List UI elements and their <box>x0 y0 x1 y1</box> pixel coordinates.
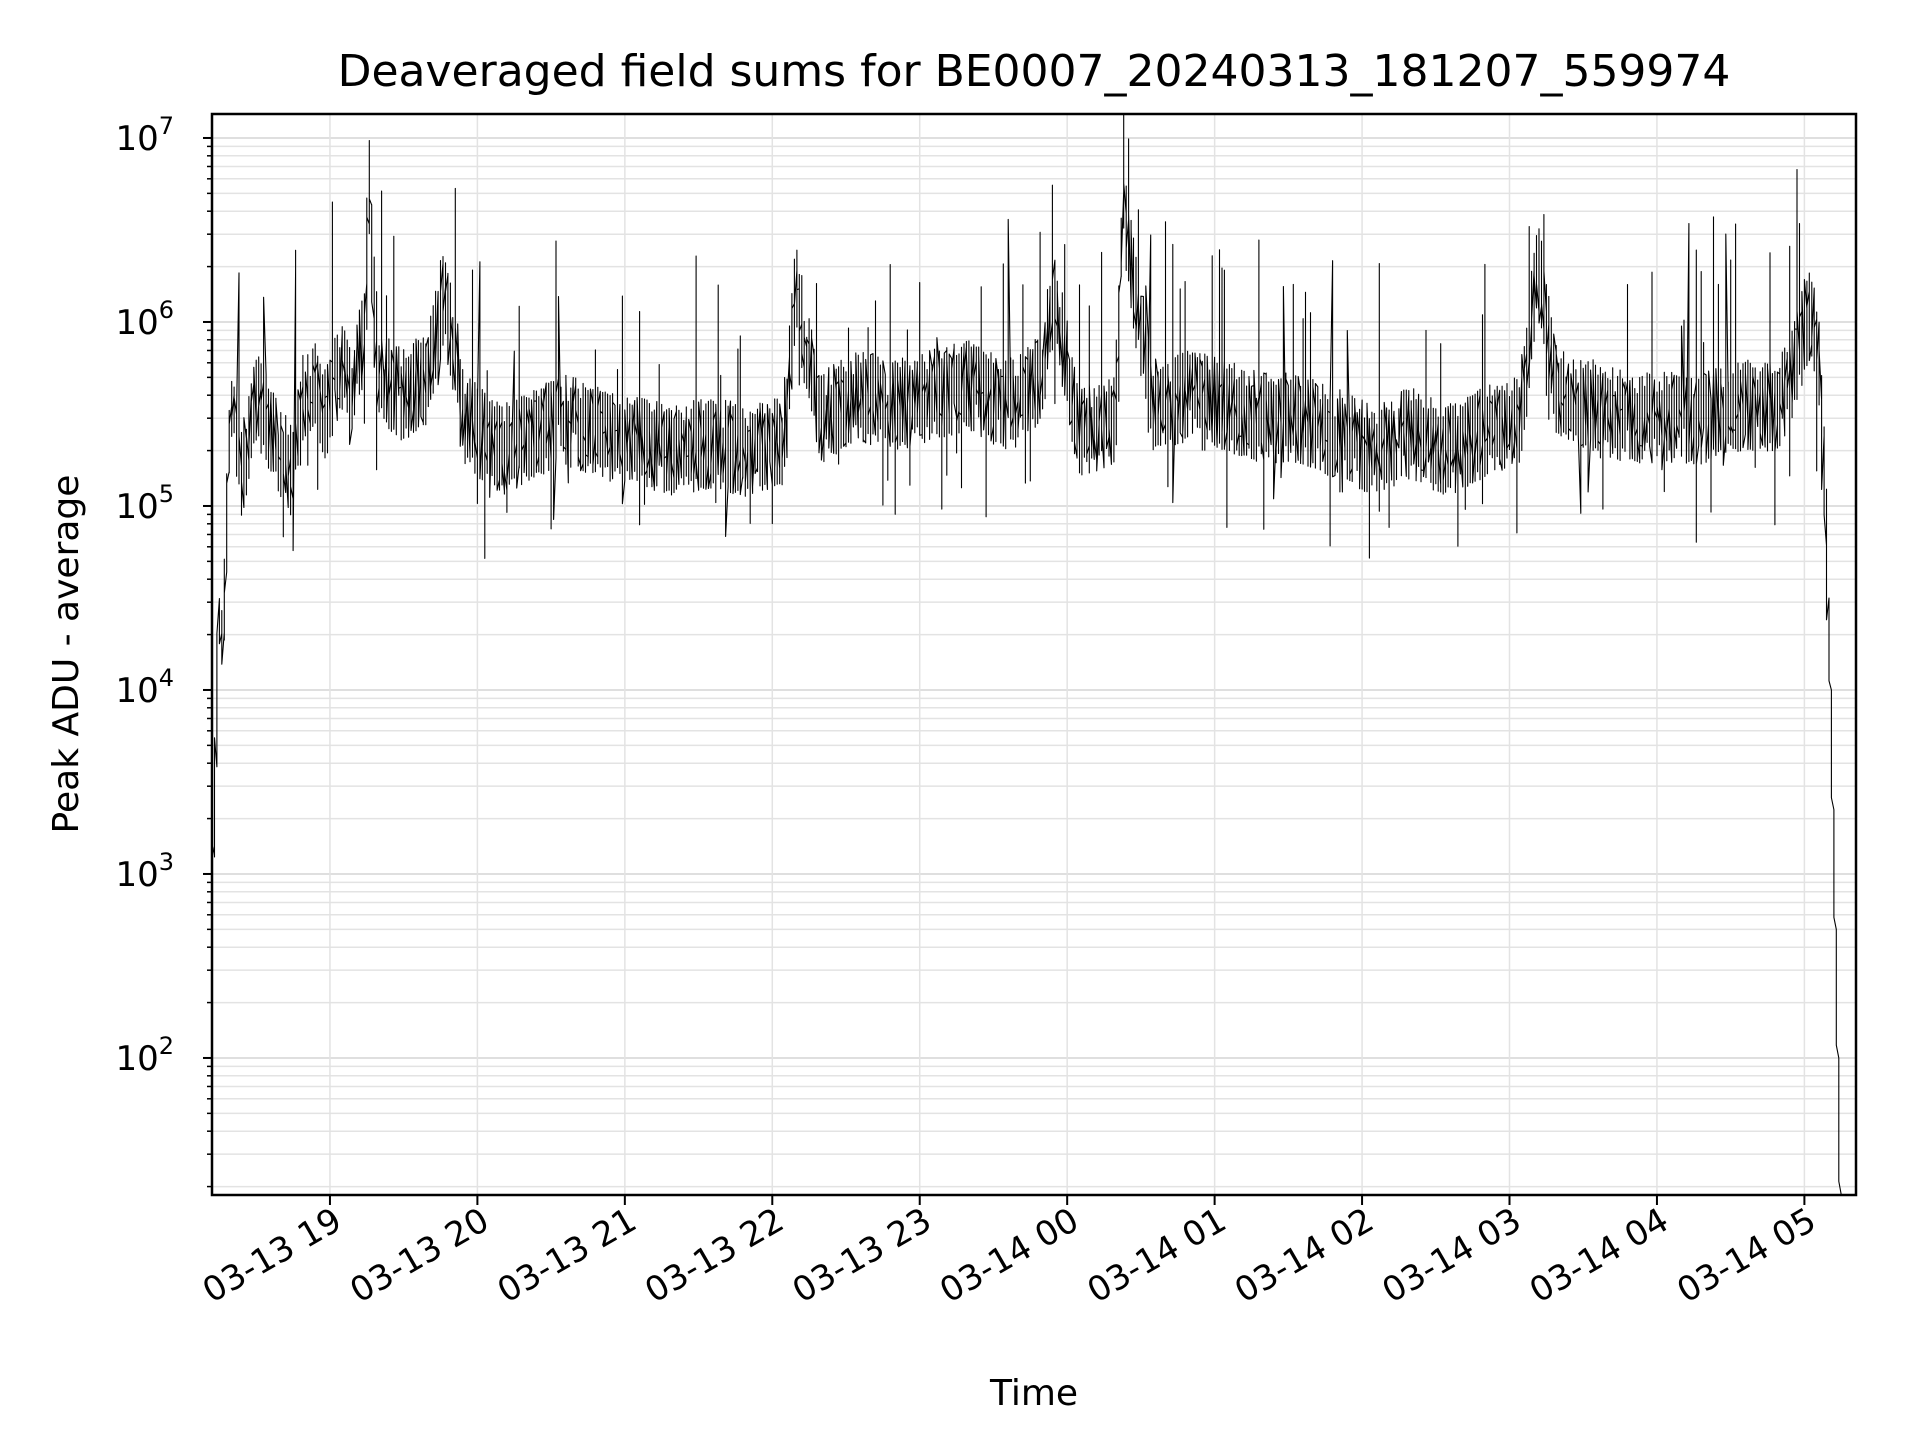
series-layer <box>211 114 1842 1196</box>
x-axis-title: Time <box>989 1373 1078 1414</box>
y-tick-label: 104 <box>115 664 174 711</box>
y-tick-label: 105 <box>115 480 174 527</box>
plot-frame <box>210 112 1858 1197</box>
y-axis: 102 103 104 105 106 107 <box>115 112 212 1188</box>
y-axis-title: Peak ADU - average <box>46 475 87 834</box>
series-line <box>211 114 1842 1196</box>
y-tick-label: 102 <box>115 1032 174 1079</box>
y-tick-label: 106 <box>115 296 174 343</box>
grid-layer <box>212 114 1856 1195</box>
y-tick-label: 103 <box>115 848 174 895</box>
y-tick-label: 107 <box>115 112 174 159</box>
chart-title: Deaveraged field sums for BE0007_2024031… <box>338 46 1731 97</box>
